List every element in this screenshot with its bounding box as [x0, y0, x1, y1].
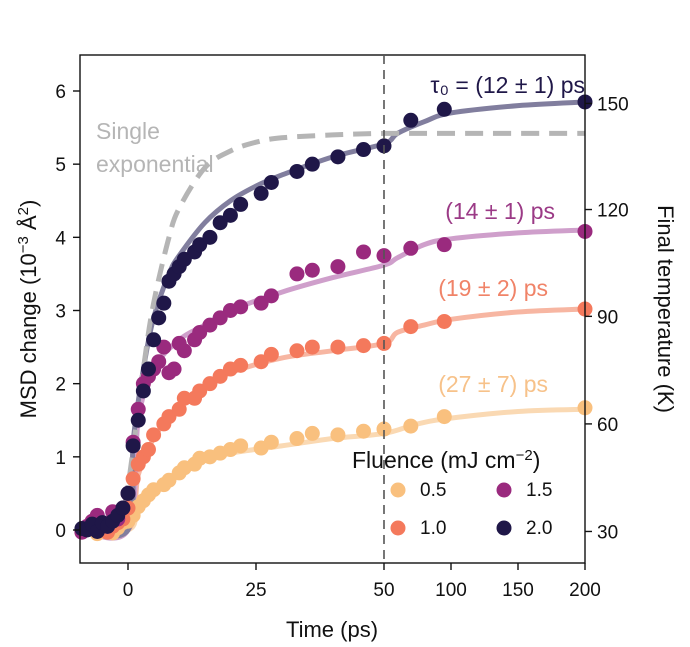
- y2-tick-label: 150: [597, 94, 629, 115]
- data-point-0.5: [330, 427, 346, 443]
- data-point-2.0: [135, 383, 151, 399]
- data-point-1.0: [403, 319, 419, 335]
- y-tick-label: 2: [55, 375, 66, 396]
- y-tick-label: 5: [55, 155, 66, 176]
- data-point-1.0: [233, 357, 249, 373]
- single-exponential-label-line2: exponential: [96, 151, 214, 177]
- data-point-1.0: [125, 471, 141, 487]
- x-tick-label: 200: [569, 580, 601, 601]
- data-point-1.5: [436, 237, 452, 253]
- data-point-0.5: [356, 423, 372, 439]
- data-point-1.0: [289, 343, 305, 359]
- data-point-2.0: [403, 112, 419, 128]
- data-point-1.5: [304, 262, 320, 278]
- data-point-2.0: [253, 185, 269, 201]
- data-point-0.5: [263, 434, 279, 450]
- legend-entries: 0.5 1.0 1.5 2.0: [390, 480, 552, 539]
- y-axis-label: MSD change (10−3 Å2): [15, 200, 41, 419]
- data-point-2.0: [233, 196, 249, 212]
- legend-label-1.5: 1.5: [526, 480, 552, 501]
- y2-tick-label: 60: [597, 415, 618, 436]
- data-point-2.0: [120, 485, 136, 501]
- data-point-1.5: [330, 259, 346, 275]
- y2-axis-label: Final temperature (K): [653, 205, 678, 413]
- single-exponential-curve: [115, 130, 585, 531]
- data-point-0.5: [436, 409, 452, 425]
- x-axis-label: Time (ps): [286, 617, 378, 642]
- y-tick-label: 4: [55, 228, 66, 249]
- data-point-1.5: [263, 288, 279, 304]
- data-point-1.5: [130, 401, 146, 417]
- data-point-0.5: [304, 425, 320, 441]
- data-point-1.0: [330, 339, 346, 355]
- data-point-0.5: [289, 431, 305, 447]
- data-point-2.0: [146, 332, 162, 348]
- legend-marker-0.5: [390, 482, 406, 498]
- y2-tick-label: 30: [597, 522, 618, 543]
- data-point-2.0: [222, 207, 238, 223]
- fit-label-fluence-2.0: τ₀ = (12 ± 1) ps: [430, 72, 585, 98]
- data-point-0.5: [403, 418, 419, 434]
- data-point-2.0: [289, 163, 305, 179]
- fit-label-fluence-1.0: (19 ± 2) ps: [438, 275, 548, 301]
- data-point-2.0: [130, 412, 146, 428]
- data-point-1.5: [166, 361, 182, 377]
- legend-label-2.0: 2.0: [526, 518, 552, 539]
- data-point-1.0: [436, 313, 452, 329]
- data-point-2.0: [125, 438, 141, 454]
- data-point-2.0: [436, 101, 452, 117]
- fit-label-fluence-1.5: (14 ± 1) ps: [445, 198, 555, 224]
- legend-label-0.5: 0.5: [420, 480, 446, 501]
- data-point-1.5: [176, 343, 192, 359]
- x-tick-label: 150: [502, 580, 534, 601]
- data-point-1.0: [304, 339, 320, 355]
- data-point-2.0: [151, 310, 167, 326]
- data-point-1.5: [233, 299, 249, 315]
- data-point-1.0: [356, 338, 372, 354]
- y2-tick-label: 120: [597, 201, 629, 222]
- x-tick-label: 50: [373, 580, 394, 601]
- data-point-2.0: [115, 500, 131, 516]
- y2-tick-label: 90: [597, 307, 618, 328]
- data-point-1.0: [263, 346, 279, 362]
- single-exponential-label-line1: Single: [96, 118, 160, 144]
- x-axis-ticks: 0 25 50 100 150 200: [123, 563, 601, 601]
- data-points: [74, 94, 593, 542]
- plot-frame: [79, 54, 586, 564]
- data-point-1.0: [140, 442, 156, 458]
- data-point-0.5: [376, 421, 392, 437]
- legend-marker-1.5: [496, 482, 512, 498]
- legend-marker-2.0: [496, 520, 512, 536]
- data-point-2.0: [304, 156, 320, 172]
- data-point-1.5: [403, 240, 419, 256]
- data-point-1.5: [356, 244, 372, 260]
- legend-title: Fluence (mJ cm−2): [352, 447, 540, 473]
- y-tick-label: 3: [55, 302, 66, 323]
- legend-marker-1.0: [390, 520, 406, 536]
- data-point-2.0: [156, 295, 172, 311]
- data-point-1.5: [289, 266, 305, 282]
- data-point-0.5: [233, 438, 249, 454]
- data-point-2.0: [356, 142, 372, 158]
- x-tick-label: 25: [245, 580, 266, 601]
- data-point-1.0: [146, 427, 162, 443]
- x-tick-label: 0: [123, 580, 134, 601]
- right-axis-ticks: 30 60 90 120 150: [585, 94, 629, 543]
- legend-label-1.0: 1.0: [420, 518, 446, 539]
- x-tick-label: 100: [435, 580, 467, 601]
- y-tick-label: 0: [55, 521, 66, 542]
- y-tick-label: 6: [55, 82, 66, 103]
- y-tick-label: 1: [55, 448, 66, 469]
- data-point-2.0: [140, 361, 156, 377]
- fit-label-fluence-0.5: (27 ± 7) ps: [438, 371, 548, 397]
- y-axis-ticks: 0 1 2 3 4 5 6: [55, 82, 80, 542]
- data-point-2.0: [202, 229, 218, 245]
- data-point-2.0: [330, 149, 346, 165]
- data-point-2.0: [263, 174, 279, 190]
